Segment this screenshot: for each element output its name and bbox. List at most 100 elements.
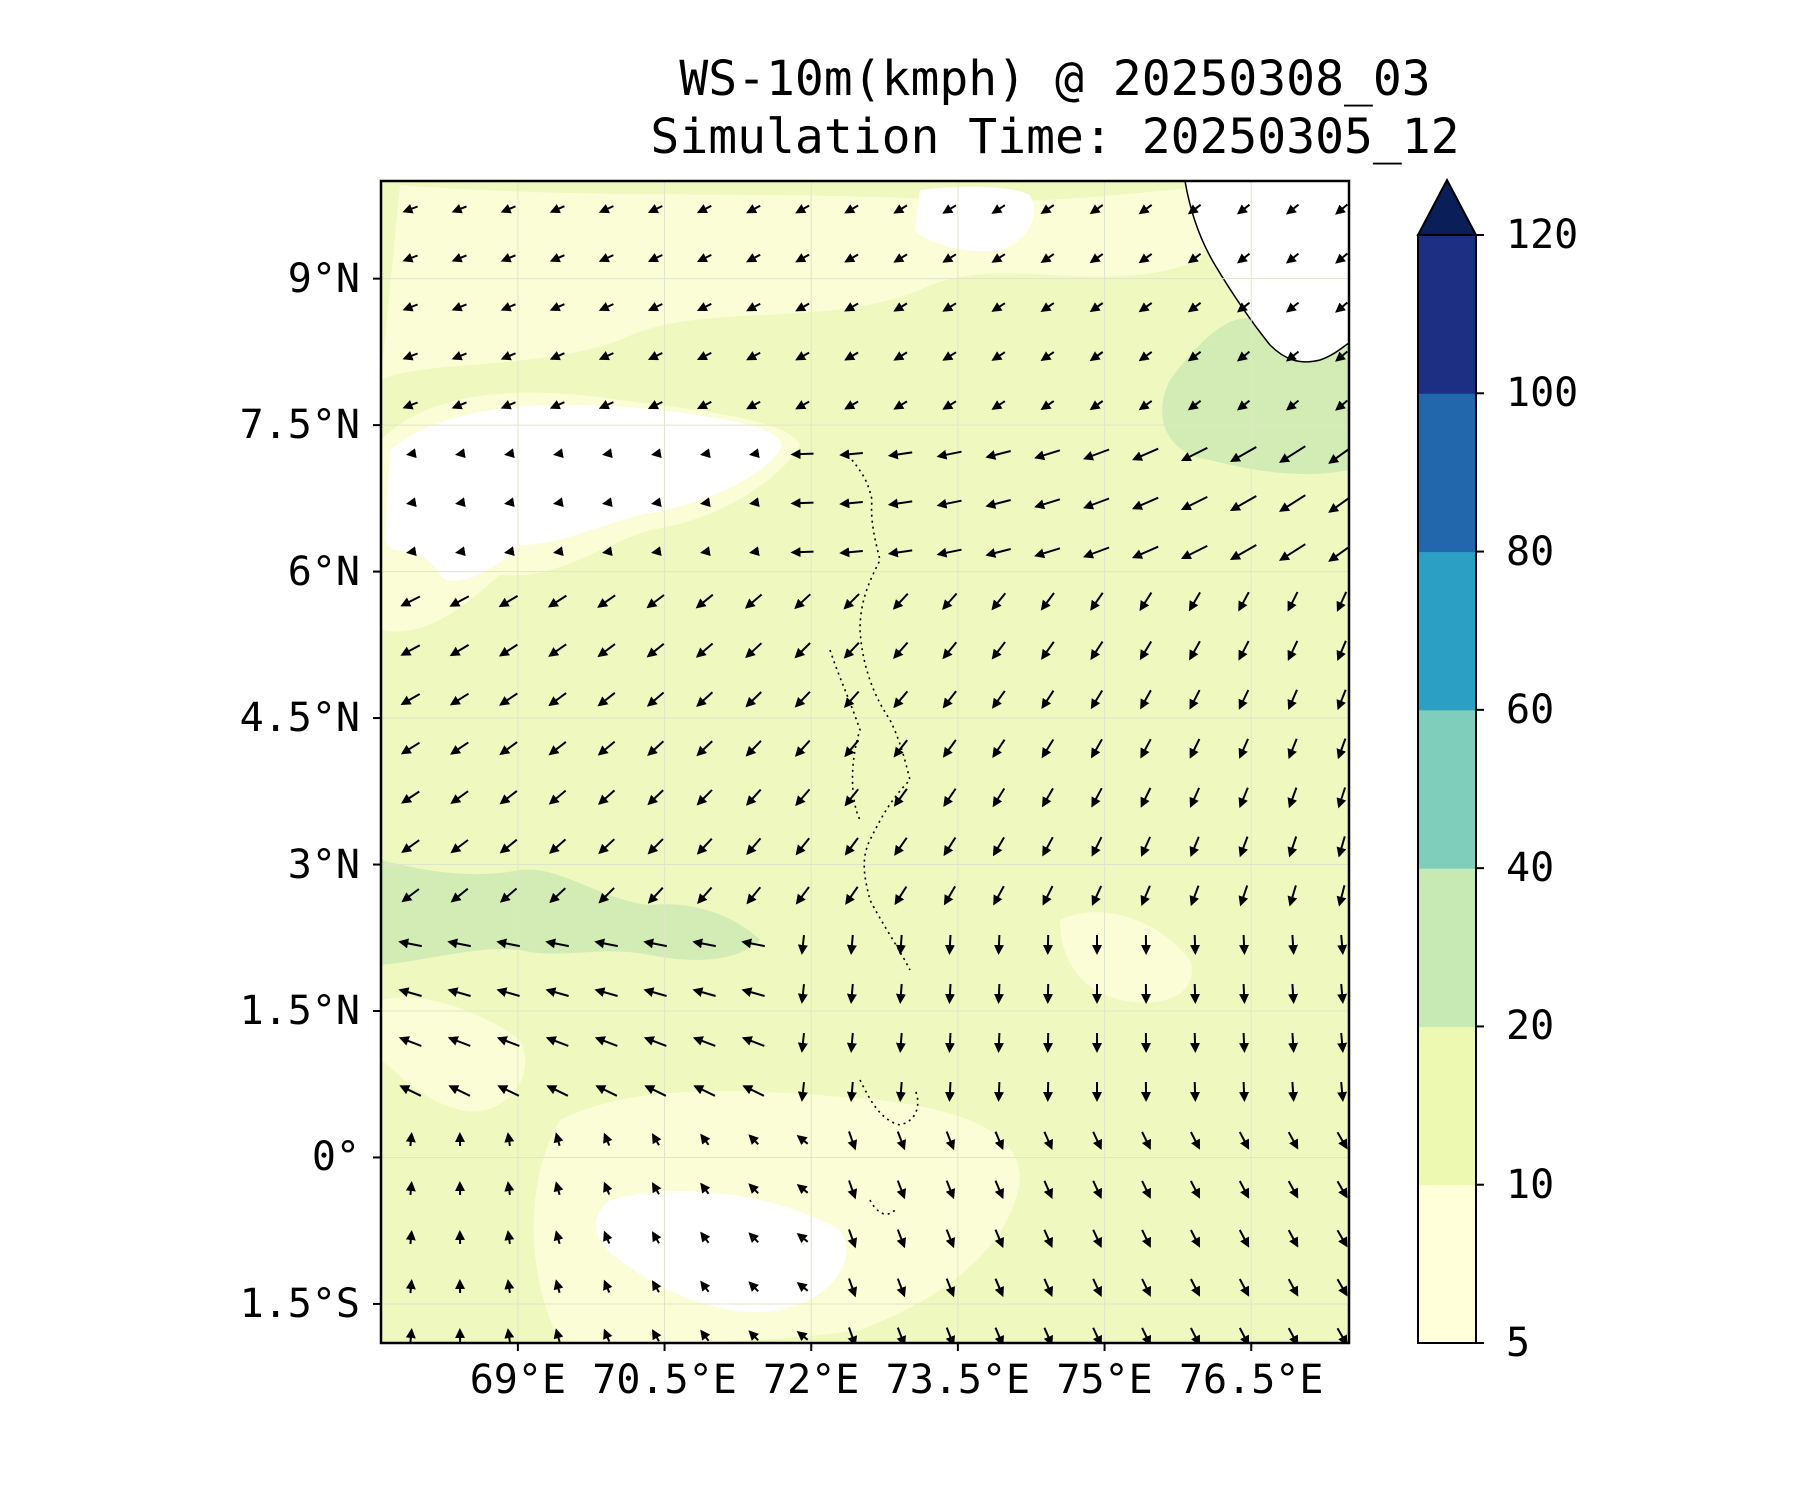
- wind-arrow: [794, 642, 811, 659]
- wind-arrow: [1089, 302, 1104, 313]
- lat-tick-label: 7.5°N: [239, 402, 360, 449]
- wind-arrow: [496, 1036, 520, 1047]
- wind-arrow: [1190, 1180, 1201, 1199]
- wind-arrow: [749, 497, 760, 508]
- wind-arrow: [450, 790, 469, 804]
- wind-arrow: [992, 690, 1006, 709]
- wind-arrow: [598, 400, 614, 410]
- wind-arrow: [1189, 885, 1200, 907]
- wind-arrow: [985, 499, 1011, 509]
- wind-arrow: [401, 888, 420, 903]
- wind-arrow: [1239, 983, 1250, 1004]
- wind-arrow: [896, 1327, 907, 1343]
- wind-arrow: [1040, 592, 1055, 611]
- wind-arrow: [697, 886, 713, 905]
- wind-arrow: [548, 838, 567, 854]
- wind-arrow: [1335, 203, 1349, 215]
- wind-arrow: [893, 641, 909, 660]
- colorbar-segment: [1418, 235, 1476, 394]
- wind-arrow: [994, 1180, 1004, 1200]
- wind-arrow: [401, 790, 420, 804]
- wind-arrow: [839, 449, 863, 460]
- wind-arrow: [1091, 836, 1103, 857]
- wind-arrow: [1336, 1278, 1348, 1297]
- wind-arrow: [594, 987, 618, 997]
- wind-arrow: [496, 938, 520, 949]
- wind-arrow: [500, 351, 516, 361]
- wind-arrow: [1138, 253, 1153, 264]
- wind-arrow: [893, 253, 908, 263]
- wind-arrow: [553, 1181, 564, 1196]
- wind-arrow: [1336, 591, 1348, 612]
- low-speed-patch-east: [1060, 912, 1192, 1003]
- wind-arrow: [1238, 1278, 1250, 1297]
- wind-arrow: [647, 400, 663, 410]
- lat-tick-label: 3°N: [287, 841, 360, 888]
- wind-arrow: [797, 1081, 808, 1102]
- wind-arrow: [1285, 350, 1300, 362]
- wind-arrow: [553, 1132, 564, 1147]
- wind-arrow: [1189, 836, 1200, 858]
- wind-arrow: [1041, 787, 1054, 808]
- wind-arrow: [1190, 1032, 1201, 1053]
- wind-arrow: [1337, 1032, 1348, 1053]
- wind-arrow: [455, 546, 466, 557]
- wind-arrow: [1141, 1180, 1151, 1199]
- wind-arrow: [496, 987, 520, 997]
- wind-arrow: [945, 1229, 956, 1249]
- wind-arrow: [846, 934, 857, 955]
- wind-arrow: [398, 987, 422, 997]
- wind-arrow: [1335, 252, 1349, 264]
- wind-arrow: [1236, 350, 1251, 362]
- wind-arrow: [652, 1280, 662, 1293]
- wind-arrow: [795, 351, 810, 361]
- wind-arrow: [797, 983, 808, 1004]
- wind-arrow: [942, 253, 957, 263]
- lat-tick-label: 1.5°N: [239, 988, 360, 1034]
- wind-arrow: [887, 547, 913, 558]
- wind-arrow: [844, 302, 859, 312]
- wind-arrow: [991, 253, 1006, 263]
- wind-arrow: [1140, 787, 1152, 808]
- wind-arrow: [1131, 545, 1159, 559]
- wind-arrow: [796, 1330, 809, 1342]
- wind-arrow: [844, 351, 859, 361]
- wind-arrow: [942, 690, 957, 709]
- wind-arrow: [1180, 496, 1208, 511]
- wind-arrow: [742, 1085, 765, 1097]
- wind-arrow: [646, 691, 665, 707]
- colorbar-tick-label: 120: [1506, 212, 1579, 258]
- wind-arrow: [1141, 1327, 1151, 1343]
- wind-arrow: [993, 934, 1004, 955]
- wind-arrow: [504, 497, 515, 508]
- map-title: WS-10m(kmph) @ 20250308_03: [679, 51, 1431, 107]
- wind-arrow: [993, 1032, 1004, 1053]
- wind-arrow: [1287, 1327, 1299, 1343]
- wind-arrow: [553, 448, 564, 459]
- wind-arrow: [1089, 351, 1104, 362]
- wind-arrow: [1091, 787, 1103, 808]
- wind-arrow: [1287, 1229, 1299, 1248]
- wind-arrow: [597, 740, 616, 756]
- wind-arrow: [942, 400, 957, 410]
- wind-arrow: [1140, 689, 1152, 710]
- wind-arrow: [1089, 253, 1104, 264]
- wind-arrow: [405, 1328, 416, 1343]
- wind-arrow: [795, 788, 811, 807]
- wind-arrow: [746, 302, 761, 312]
- wind-arrow: [1140, 885, 1151, 907]
- wind-arrow: [1288, 934, 1299, 955]
- wind-arrow: [594, 938, 618, 949]
- wind-arrow: [993, 983, 1004, 1004]
- wind-arrow: [1285, 252, 1300, 264]
- wind-arrow: [549, 351, 565, 361]
- wind-arrow: [1138, 204, 1153, 215]
- wind-arrow: [887, 449, 913, 460]
- wind-arrow: [896, 1278, 907, 1298]
- wind-arrow: [944, 1032, 955, 1053]
- moderate-wind-band-west: [381, 860, 760, 965]
- wind-arrow: [1092, 1180, 1102, 1200]
- wind-speed-field: [381, 181, 1349, 1343]
- colorbar-tick-label: 40: [1506, 845, 1555, 892]
- wind-arrow: [602, 497, 613, 508]
